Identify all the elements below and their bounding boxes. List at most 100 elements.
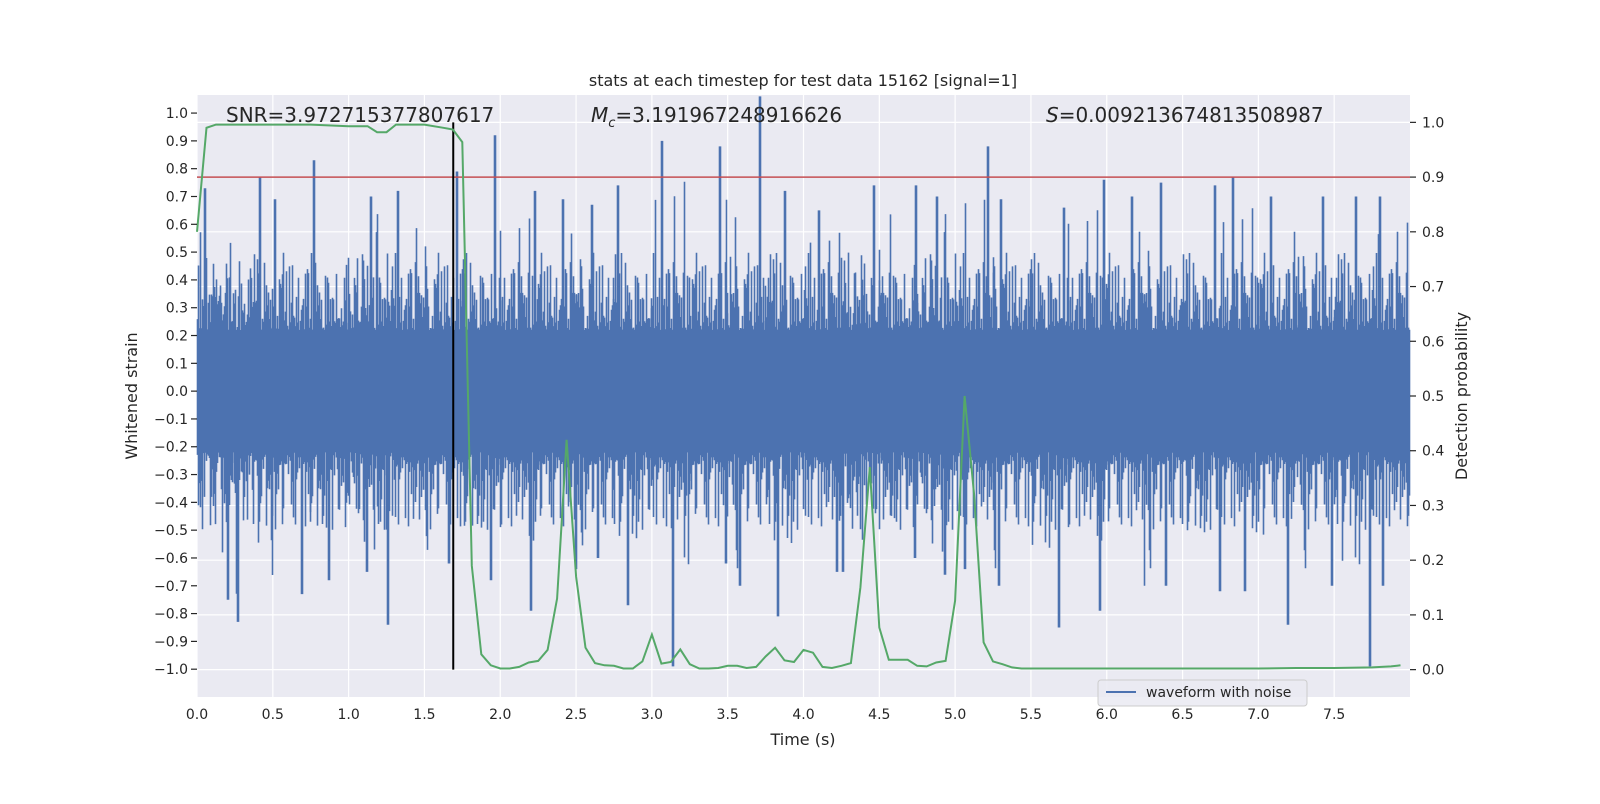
x-tick-label: 5.0 [944, 707, 966, 723]
s-annotation: S=0.009213674813508987 [1046, 103, 1324, 127]
x-tick-label: 7.0 [1247, 707, 1269, 723]
chirp-mass-annotation: Mc=3.191967248916626 [591, 103, 842, 131]
chart-title: stats at each timestep for test data 151… [589, 71, 1017, 90]
s-value: =0.009213674813508987 [1059, 103, 1324, 127]
y-right-tick-label: 0.7 [1422, 280, 1444, 296]
waveform-segment [271, 199, 312, 595]
y-right-tick-label: 0.5 [1422, 389, 1444, 405]
waveform-segment [196, 188, 236, 600]
y-left-tick-label: 0.5 [166, 245, 188, 261]
waveform-segment [1143, 182, 1184, 586]
y-left-tick-label: 0.6 [166, 217, 188, 233]
y-left-tick-label: 0.3 [166, 301, 188, 317]
waveform-segment [575, 204, 615, 558]
waveform-segment [954, 146, 995, 570]
y-right-tick-label: 0.0 [1422, 663, 1444, 679]
x-tick-label: 2.5 [565, 707, 587, 723]
waveform-segment [499, 190, 540, 611]
y-left-axis-label: Whitened strain [122, 332, 141, 459]
waveform-segment [688, 146, 729, 564]
waveform-segment [1219, 177, 1260, 592]
x-tick-label: 5.5 [1020, 707, 1042, 723]
x-tick-label: 4.0 [792, 707, 814, 723]
y-left-tick-label: −0.9 [154, 634, 188, 650]
mc-value: =3.191967248916626 [615, 103, 842, 127]
y-left-tick-label: −0.8 [154, 607, 188, 623]
waveform-segment [840, 185, 881, 572]
x-tick-label: 6.0 [1096, 707, 1118, 723]
y-right-tick-label: 0.6 [1422, 334, 1444, 350]
snr-annotation: SNR=3.972715377807617 [226, 103, 494, 127]
y-left-tick-label: 0.8 [166, 162, 188, 178]
waveform-segment [916, 196, 957, 575]
mc-subscript: c [608, 116, 615, 131]
y-left-tick-label: −0.7 [154, 579, 188, 595]
x-axis-label: Time (s) [769, 730, 835, 749]
s-symbol: S [1046, 103, 1059, 127]
x-tick-label: 1.0 [337, 707, 359, 723]
y-left-tick-label: 0.7 [166, 189, 188, 205]
y-right-tick-label: 0.8 [1422, 225, 1444, 241]
y-left-tick-label: −1.0 [154, 662, 188, 678]
y-right-axis-ticks: 0.0 0.1 0.2 0.3 0.4 0.5 0.6 0.7 0.8 0.9 1.0 [1410, 115, 1444, 679]
x-tick-label: 1.5 [413, 707, 435, 723]
x-tick-label: 0.0 [186, 707, 208, 723]
y-left-tick-label: 1.0 [166, 106, 188, 122]
y-left-tick-label: −0.4 [154, 495, 188, 511]
y-right-axis-label: Detection probability [1452, 312, 1471, 480]
y-left-tick-label: 0.1 [166, 356, 188, 372]
waveform-segment [385, 190, 426, 625]
waveform-segment [1067, 179, 1108, 611]
waveform-segment [1257, 196, 1298, 625]
y-right-tick-label: 1.0 [1422, 115, 1444, 131]
x-tick-label: 7.5 [1323, 707, 1345, 723]
waveform-segment [1105, 196, 1146, 586]
waveform-segment [650, 140, 691, 667]
x-tick-label: 0.5 [262, 707, 284, 723]
y-left-tick-label: 0.4 [166, 273, 188, 289]
x-tick-label: 3.5 [717, 707, 739, 723]
y-left-tick-label: −0.2 [154, 440, 188, 456]
y-left-tick-label: −0.5 [154, 523, 188, 539]
x-tick-label: 2.0 [489, 707, 511, 723]
x-axis-ticks: 0.0 0.5 1.0 1.5 2.0 2.5 3.0 3.5 4.0 4.5 5.0 5.5 6.0 6… [186, 707, 1345, 723]
waveform-segment [612, 185, 653, 606]
y-right-tick-label: 0.4 [1422, 444, 1444, 460]
y-right-tick-label: 0.1 [1422, 608, 1444, 624]
y-left-axis-ticks: 1.0 0.9 0.8 0.7 0.6 0.5 0.4 0.3 0.2 0.1 0.0 −0.1 −0.… [154, 106, 197, 678]
waveform-segment [537, 199, 578, 570]
x-tick-label: 3.0 [641, 707, 663, 723]
waveform-segment [423, 171, 464, 564]
y-left-tick-label: −0.3 [154, 468, 188, 484]
waveform-segment [1181, 185, 1222, 592]
legend-label: waveform with noise [1146, 685, 1291, 701]
waveform-segment [726, 96, 767, 586]
waveform-segment [309, 160, 350, 581]
waveform-segment [1029, 207, 1070, 628]
waveform-segment [1333, 196, 1374, 667]
y-left-tick-label: 0.2 [166, 329, 188, 345]
y-left-tick-label: 0.0 [166, 384, 188, 400]
waveform-segment [802, 210, 843, 572]
detection-probability-line [196, 123, 1401, 670]
legend: waveform with noise [1097, 679, 1308, 707]
y-left-tick-label: 0.9 [166, 134, 188, 150]
waveform-segment [347, 196, 388, 572]
x-tick-label: 6.5 [1171, 707, 1193, 723]
waveform-segment [233, 177, 274, 622]
mc-symbol: M [591, 103, 608, 127]
waveform-segment [461, 135, 502, 581]
waveform-segment [764, 190, 805, 617]
waveform-segment [878, 185, 919, 558]
y-right-tick-label: 0.9 [1422, 170, 1444, 186]
y-right-tick-label: 0.3 [1422, 498, 1444, 514]
x-tick-label: 4.5 [868, 707, 890, 723]
y-left-tick-label: −0.6 [154, 551, 188, 567]
waveform-segment [1295, 196, 1336, 586]
waveform-segment [1371, 196, 1411, 586]
waveform-segment [992, 199, 1032, 586]
y-right-tick-label: 0.2 [1422, 553, 1444, 569]
y-left-tick-label: −0.1 [154, 412, 188, 428]
waveform-series [196, 96, 1411, 667]
